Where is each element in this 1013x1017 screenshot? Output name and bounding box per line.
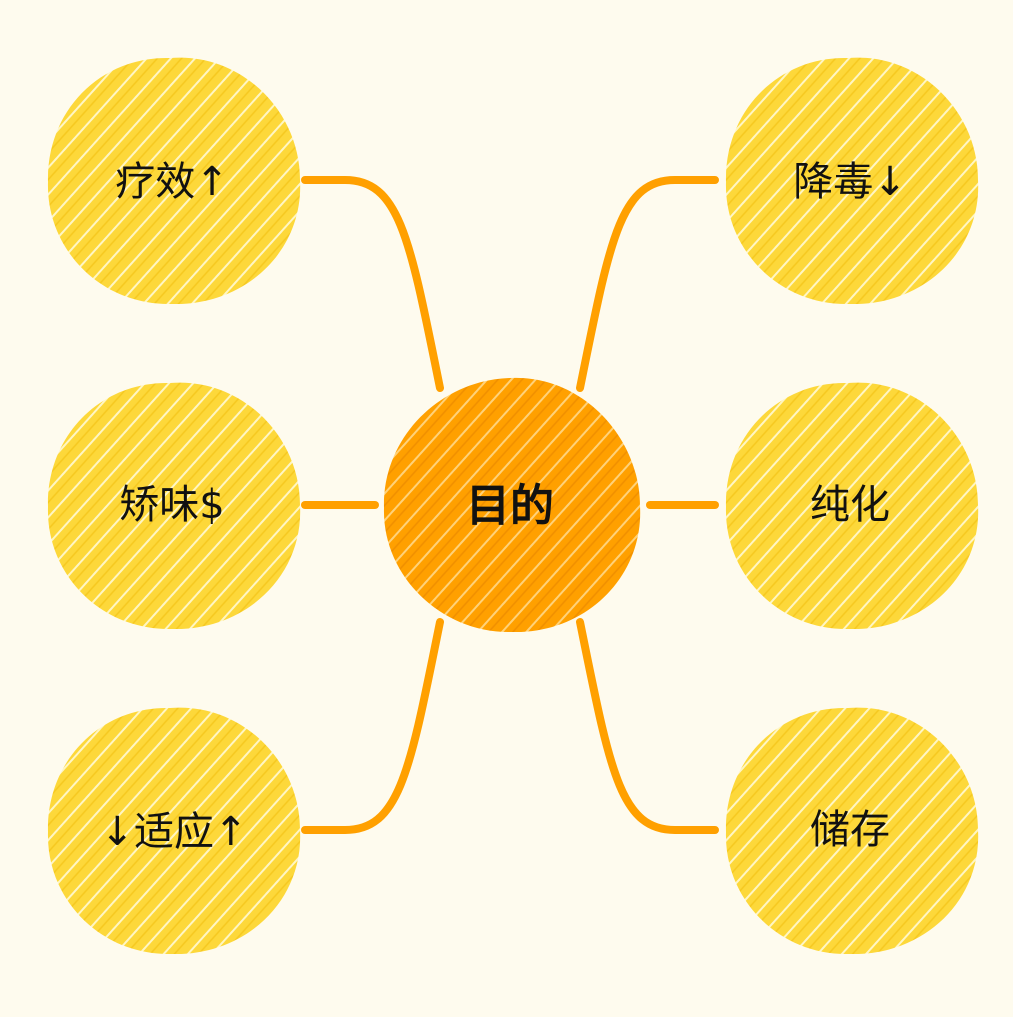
node-jiaowei-label: 矫味$	[119, 482, 224, 528]
node-liaoxiao[interactable]: 疗效↑	[47, 57, 301, 305]
node-center-label: 目的	[466, 481, 554, 532]
node-shiying-label: ↓适应↑	[100, 809, 247, 855]
node-chucun-label: 储存	[810, 807, 890, 853]
node-jiaowei-blob	[47, 382, 301, 630]
node-liaoxiao-label: 疗效↑	[115, 159, 229, 205]
node-center[interactable]: 目的	[383, 377, 641, 633]
connector-shiying	[301, 618, 444, 834]
node-shiying[interactable]: ↓适应↑	[47, 707, 301, 955]
node-jiaowei[interactable]: 矫味$	[47, 382, 301, 630]
node-liaoxiao-blob	[47, 57, 301, 305]
node-chunhua-blob	[725, 382, 979, 630]
node-jiangdu-label: 降毒↓	[793, 159, 907, 205]
node-chucun[interactable]: 储存	[725, 707, 979, 955]
node-chunhua-label: 纯化	[810, 482, 890, 528]
node-shiying-blob	[47, 707, 301, 955]
connector-liaoxiao	[301, 176, 444, 392]
node-jiangdu[interactable]: 降毒↓	[725, 57, 979, 305]
node-jiangdu-blob	[725, 57, 979, 305]
node-center-blob	[383, 377, 641, 633]
node-chunhua[interactable]: 纯化	[725, 382, 979, 630]
node-chucun-blob	[725, 707, 979, 955]
connector-chucun	[576, 618, 719, 834]
connector-jiangdu	[576, 176, 719, 392]
